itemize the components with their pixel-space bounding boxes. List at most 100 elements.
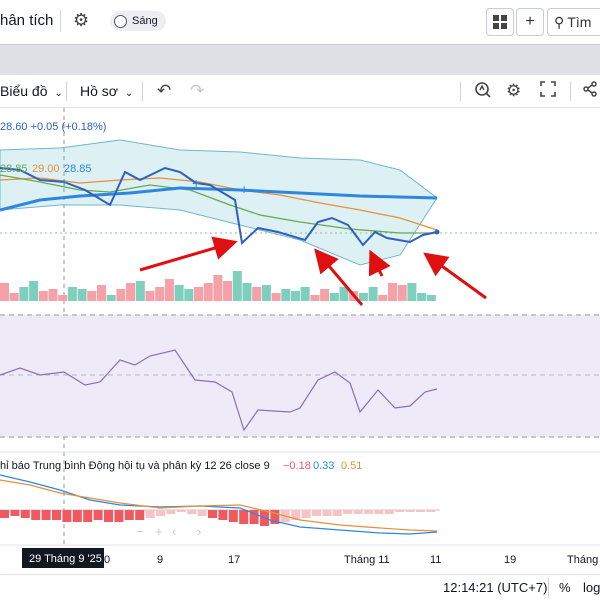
chart-menu-button[interactable]: Biểu đồ ⌄ bbox=[0, 83, 63, 99]
percent-toggle[interactable]: % bbox=[559, 580, 571, 595]
undo-icon[interactable]: ↶ bbox=[157, 81, 172, 100]
volume-bar bbox=[38, 291, 48, 301]
volume-bar bbox=[145, 291, 155, 301]
macd-line bbox=[0, 474, 438, 535]
macd-bar bbox=[384, 510, 394, 514]
profile-menu-button[interactable]: Hồ sơ ⌄ bbox=[80, 83, 133, 99]
macd-bar bbox=[124, 510, 134, 520]
volume-bar bbox=[252, 287, 262, 301]
page-title: hân tích bbox=[0, 12, 54, 29]
volume-bar bbox=[417, 293, 427, 301]
macd-bar bbox=[52, 510, 61, 520]
log-toggle[interactable]: log bbox=[583, 580, 600, 595]
macd-label: hỉ báo Trung bình Động hội tụ và phân kỳ… bbox=[0, 460, 270, 472]
redo-icon[interactable]: ↷ bbox=[190, 81, 205, 100]
volume-bar bbox=[135, 281, 145, 301]
macd-bar bbox=[291, 510, 301, 520]
scroll-left-icon[interactable]: ‹ bbox=[172, 524, 176, 539]
volume-bar bbox=[281, 289, 291, 301]
signal-line bbox=[0, 479, 438, 532]
ma-green-line bbox=[0, 174, 437, 234]
macd-bar bbox=[208, 510, 217, 518]
macd-bar bbox=[187, 510, 197, 514]
macd-bar bbox=[0, 510, 9, 518]
time-label: 0 bbox=[104, 554, 110, 566]
volume-bar bbox=[271, 293, 281, 301]
theme-toggle[interactable]: Sáng bbox=[110, 11, 166, 31]
time-label: 19 bbox=[504, 554, 516, 566]
marker-icon: + bbox=[192, 175, 200, 191]
time-label: 17 bbox=[228, 554, 240, 566]
chevron-down-icon: ⌄ bbox=[54, 88, 63, 99]
settings-icon[interactable]: ⚙ bbox=[506, 81, 522, 100]
time-label: 11 bbox=[430, 554, 441, 566]
macd-bar bbox=[145, 510, 155, 518]
divider bbox=[570, 81, 571, 101]
zoom-in-icon[interactable]: + bbox=[155, 524, 163, 539]
volume-bar bbox=[368, 287, 378, 301]
chart-area[interactable]: + + + 28.60 +0.05 (+0.18%) 28.85 29.00 2… bbox=[0, 108, 600, 574]
volume-bar bbox=[106, 295, 116, 301]
volume-bar bbox=[174, 285, 184, 301]
macd-bar bbox=[156, 510, 165, 516]
volume-bar bbox=[329, 293, 339, 301]
macd-value-1: −0.18 bbox=[283, 460, 311, 472]
volume-bar bbox=[29, 281, 39, 301]
volume-bar bbox=[232, 271, 242, 301]
macd-bar bbox=[416, 510, 425, 512]
fullscreen-icon[interactable] bbox=[540, 81, 556, 102]
clock-label[interactable]: 12:14:21 (UTC+7) bbox=[443, 580, 548, 595]
volume-bar bbox=[155, 287, 165, 301]
scroll-right-icon[interactable]: › bbox=[197, 524, 201, 539]
time-label: Tháng bbox=[567, 554, 598, 566]
rsi-pane bbox=[0, 315, 600, 437]
macd-bar bbox=[93, 510, 103, 520]
macd-bar bbox=[62, 510, 72, 522]
plus-icon[interactable]: + bbox=[516, 8, 544, 36]
search-input[interactable]: ⚲ Tìm bbox=[547, 8, 600, 36]
macd-bar bbox=[312, 510, 321, 516]
volume-bar bbox=[194, 287, 203, 301]
volume-bar bbox=[242, 283, 252, 301]
zoom-out-icon[interactable]: − bbox=[136, 524, 144, 539]
layout-grid-icon[interactable] bbox=[486, 8, 514, 36]
volume-bar bbox=[184, 289, 194, 301]
volume-bars bbox=[0, 271, 436, 301]
volume-bar bbox=[77, 289, 87, 301]
alert-icon[interactable] bbox=[474, 81, 492, 104]
volume-bar bbox=[300, 287, 310, 301]
macd-bar bbox=[114, 510, 124, 522]
macd-bar bbox=[166, 510, 176, 514]
status-bar: 12:14:21 (UTC+7) % log bbox=[0, 574, 600, 601]
volume-bar bbox=[407, 283, 417, 301]
volume-bar bbox=[58, 295, 68, 301]
crosshair-time-box bbox=[22, 548, 104, 568]
marker-icon: + bbox=[60, 174, 68, 190]
macd-bar bbox=[104, 510, 113, 522]
volume-bar bbox=[203, 283, 213, 301]
macd-bar bbox=[353, 510, 363, 514]
macd-bar bbox=[395, 510, 405, 512]
volume-bar bbox=[9, 293, 19, 301]
chevron-down-icon: ⌄ bbox=[124, 88, 134, 99]
volume-bar bbox=[0, 283, 9, 301]
volume-bar bbox=[320, 289, 330, 301]
ma-value-1: 28.85 bbox=[0, 163, 28, 175]
volume-bar bbox=[388, 283, 397, 301]
divider bbox=[66, 81, 67, 101]
chart-menu-label: Biểu đồ bbox=[0, 83, 48, 99]
annotation-arrow bbox=[139, 236, 238, 272]
gear-icon[interactable]: ⚙ bbox=[73, 10, 90, 30]
time-label: Tháng 11 bbox=[344, 554, 390, 566]
share-icon[interactable] bbox=[582, 81, 598, 102]
price-line bbox=[0, 166, 438, 247]
ma-orange-line bbox=[0, 177, 438, 231]
macd-bar bbox=[218, 510, 228, 520]
macd-bar bbox=[322, 510, 332, 516]
divider bbox=[548, 578, 549, 598]
background-gap bbox=[0, 45, 600, 75]
macd-bar bbox=[135, 510, 145, 520]
macd-bar bbox=[197, 510, 207, 516]
search-icon: ⚲ bbox=[554, 13, 565, 30]
volume-bar bbox=[310, 295, 320, 301]
